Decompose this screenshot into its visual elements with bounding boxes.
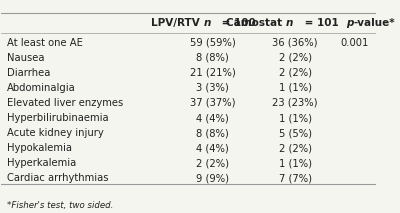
Text: 59 (59%): 59 (59%) — [190, 37, 236, 47]
Text: 2 (2%): 2 (2%) — [279, 68, 312, 78]
Text: = 101: = 101 — [301, 18, 338, 28]
Text: 2 (2%): 2 (2%) — [279, 143, 312, 153]
Text: 8 (8%): 8 (8%) — [196, 128, 229, 138]
Text: 1 (1%): 1 (1%) — [279, 113, 312, 123]
Text: Nausea: Nausea — [7, 53, 44, 63]
Text: Abdominalgia: Abdominalgia — [7, 83, 76, 93]
Text: 1 (1%): 1 (1%) — [279, 158, 312, 168]
Text: Diarrhea: Diarrhea — [7, 68, 50, 78]
Text: = 100: = 100 — [218, 18, 256, 28]
Text: *Fisher's test, two sided.: *Fisher's test, two sided. — [7, 201, 113, 210]
Text: Camostat: Camostat — [226, 18, 286, 28]
Text: 5 (5%): 5 (5%) — [279, 128, 312, 138]
Text: -value*: -value* — [353, 18, 395, 28]
Text: 36 (36%): 36 (36%) — [272, 37, 318, 47]
Text: 0.001: 0.001 — [341, 37, 369, 47]
Text: 23 (23%): 23 (23%) — [272, 98, 318, 108]
Text: 4 (4%): 4 (4%) — [196, 113, 229, 123]
Text: 37 (37%): 37 (37%) — [190, 98, 236, 108]
Text: LPV/RTV: LPV/RTV — [151, 18, 204, 28]
Text: 8 (8%): 8 (8%) — [196, 53, 229, 63]
Text: 3 (3%): 3 (3%) — [196, 83, 229, 93]
Text: p: p — [346, 18, 353, 28]
Text: 7 (7%): 7 (7%) — [279, 173, 312, 183]
Text: Hyperbilirubinaemia: Hyperbilirubinaemia — [7, 113, 109, 123]
Text: Hyperkalemia: Hyperkalemia — [7, 158, 76, 168]
Text: Hypokalemia: Hypokalemia — [7, 143, 72, 153]
Text: 2 (2%): 2 (2%) — [196, 158, 229, 168]
Text: 4 (4%): 4 (4%) — [196, 143, 229, 153]
Text: 2 (2%): 2 (2%) — [279, 53, 312, 63]
Text: Acute kidney injury: Acute kidney injury — [7, 128, 104, 138]
Text: 21 (21%): 21 (21%) — [190, 68, 236, 78]
Text: 1 (1%): 1 (1%) — [279, 83, 312, 93]
Text: Elevated liver enzymes: Elevated liver enzymes — [7, 98, 123, 108]
Text: n: n — [204, 18, 211, 28]
Text: 9 (9%): 9 (9%) — [196, 173, 229, 183]
Text: n: n — [286, 18, 293, 28]
Text: Cardiac arrhythmias: Cardiac arrhythmias — [7, 173, 108, 183]
Text: At least one AE: At least one AE — [7, 37, 83, 47]
